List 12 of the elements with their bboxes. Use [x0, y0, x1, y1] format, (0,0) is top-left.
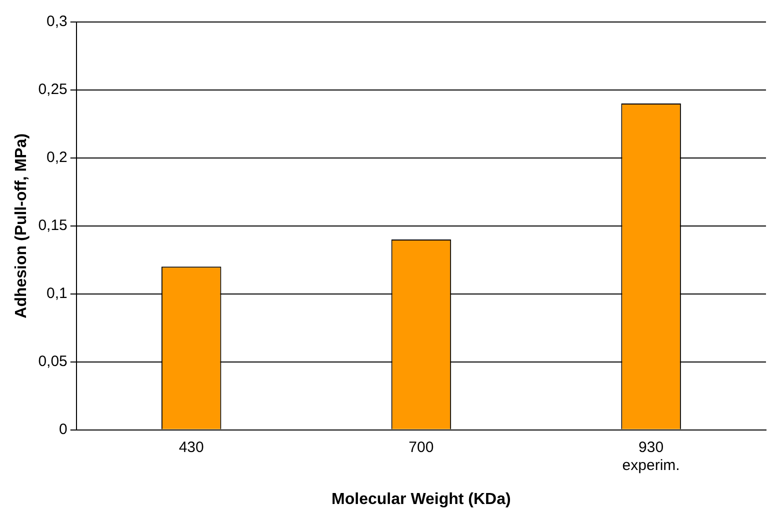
- y-tick-label: 0,15: [38, 217, 68, 234]
- y-axis-title: Adhesion (Pull-off, MPa): [13, 133, 30, 318]
- y-tick-label: 0,1: [46, 285, 68, 302]
- x-tick-label: 930 experim.: [622, 438, 680, 474]
- y-tick-label: 0,3: [46, 13, 68, 30]
- y-tick-label: 0: [59, 420, 68, 438]
- x-tick-label: 700: [408, 438, 434, 456]
- x-tick-label: 430: [178, 438, 204, 456]
- x-axis-title: Molecular Weight (KDa): [332, 490, 511, 508]
- y-tick-label: 0,2: [46, 149, 68, 166]
- y-tick-label: 0,25: [38, 81, 68, 98]
- y-tick-label: 0,05: [38, 352, 68, 370]
